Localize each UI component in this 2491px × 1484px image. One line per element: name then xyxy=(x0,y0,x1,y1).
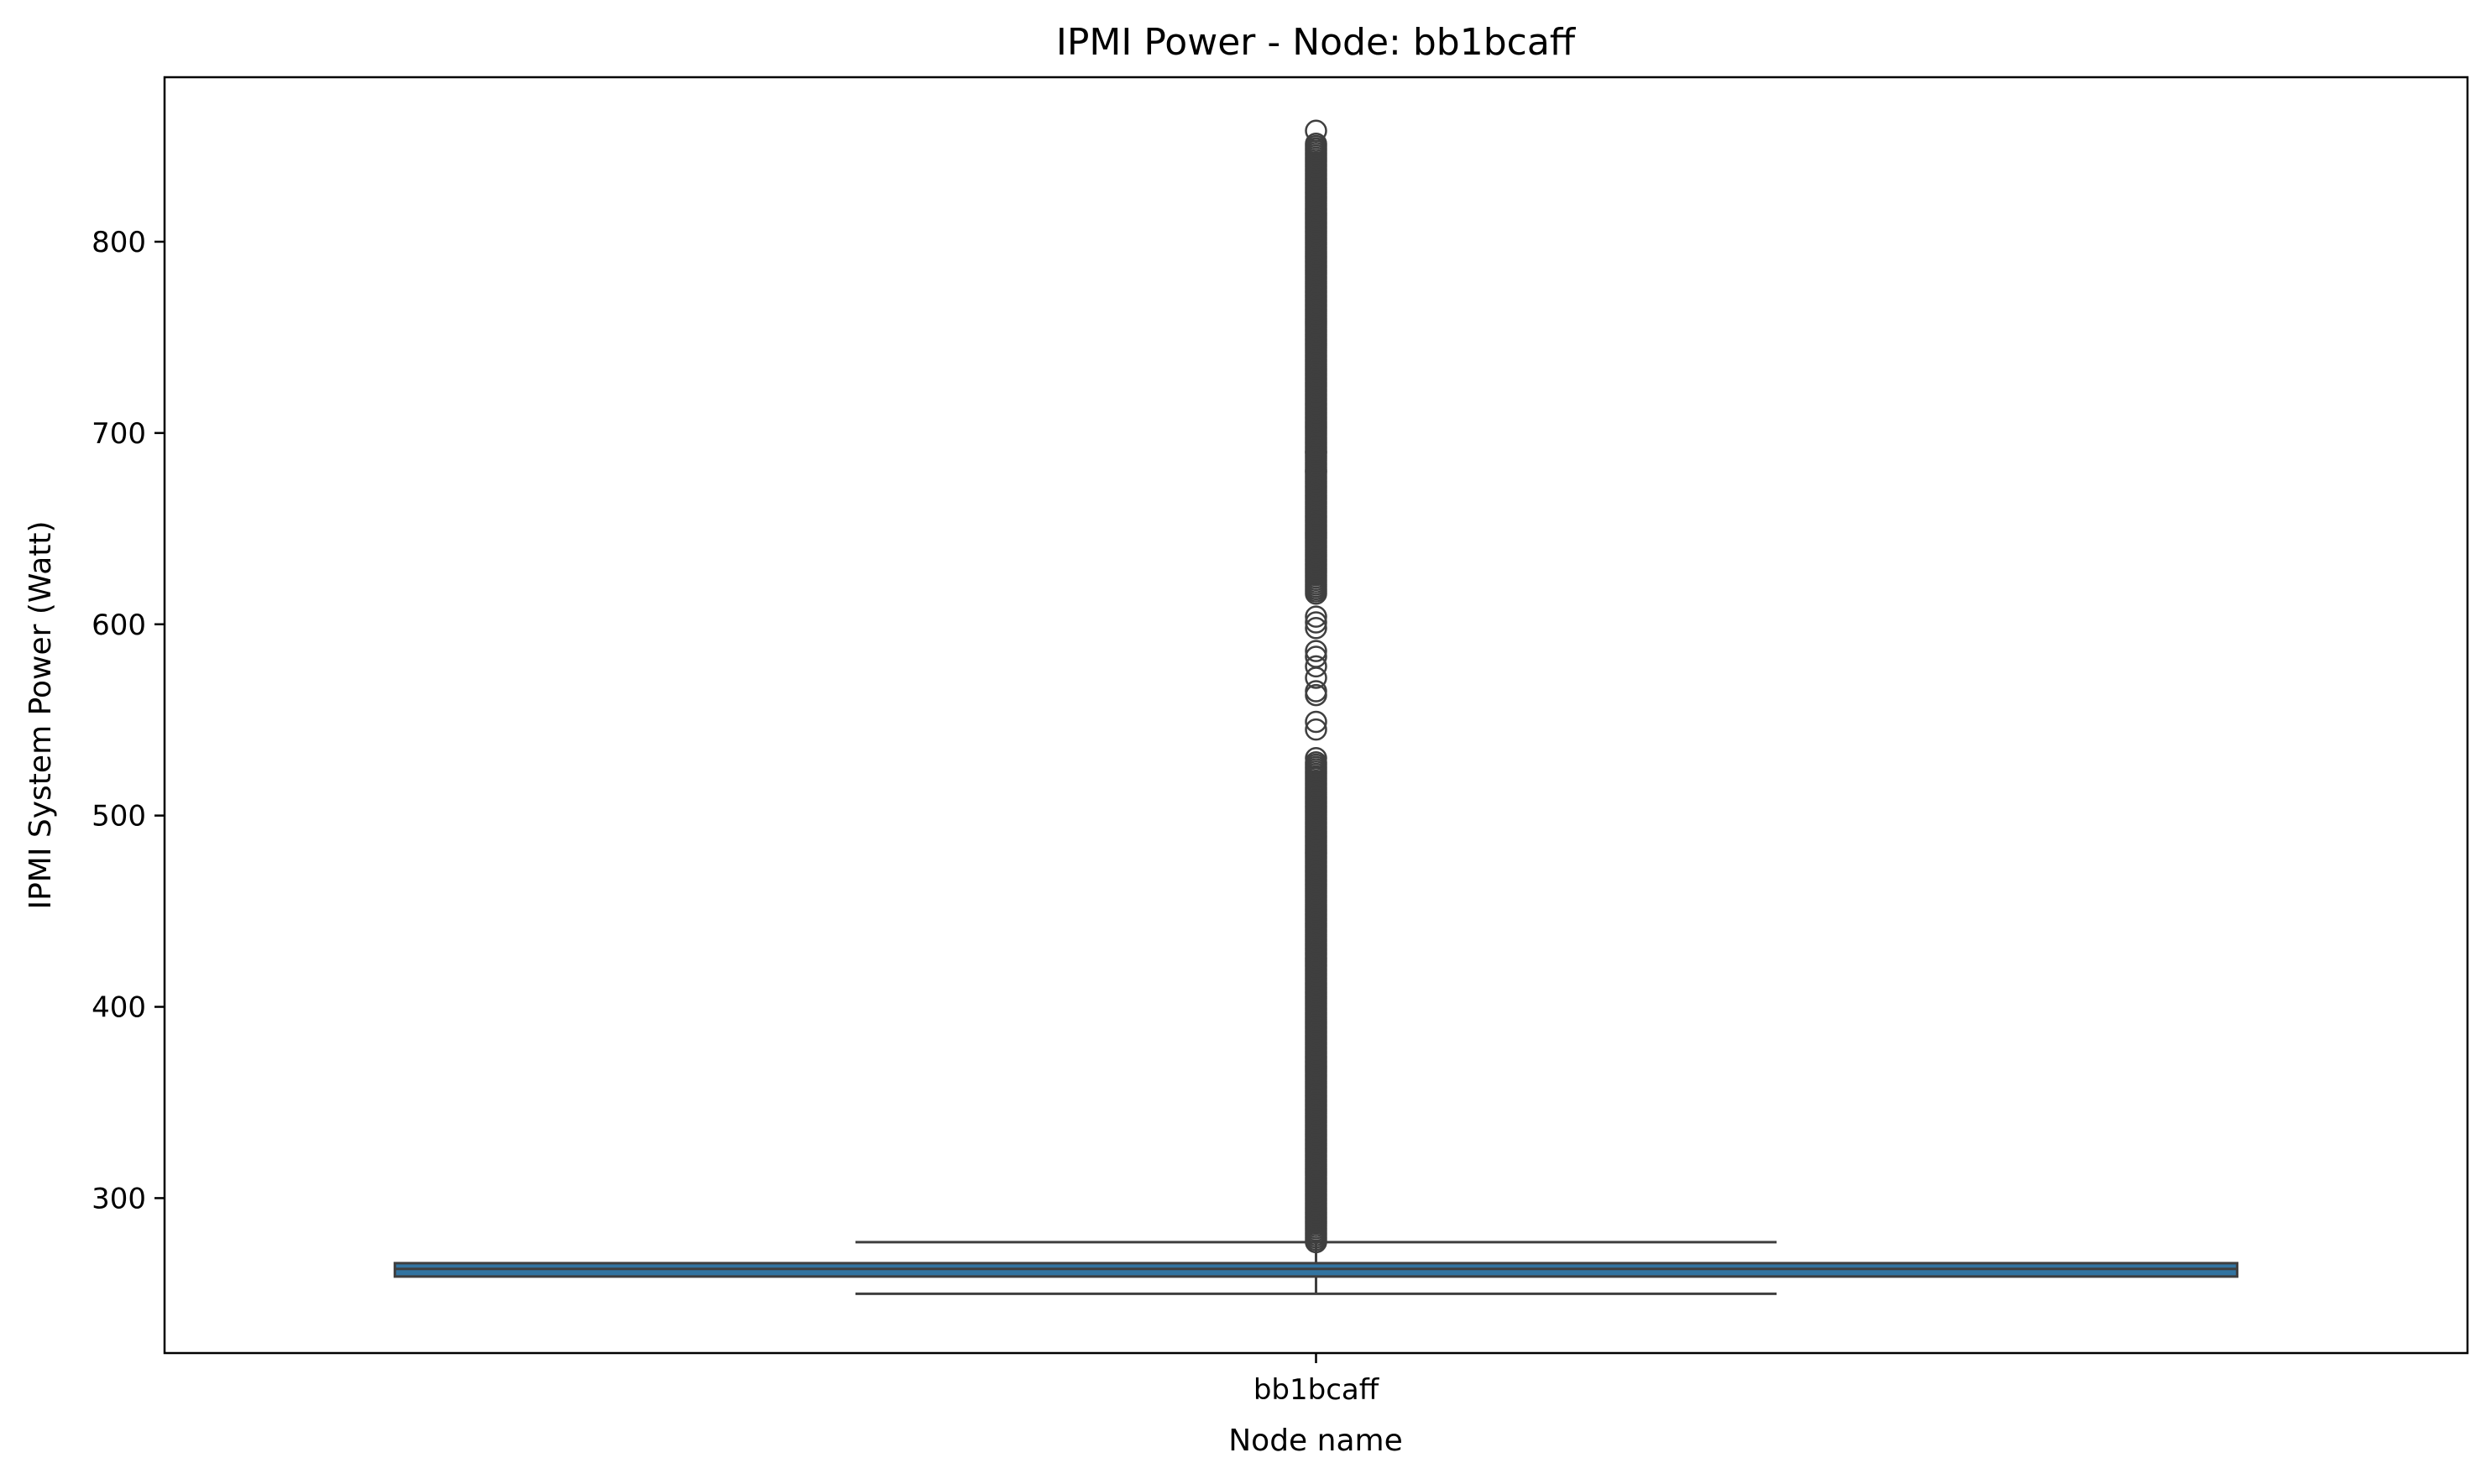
outlier-point xyxy=(1305,119,1327,143)
y-axis-label: IPMI System Power (Watt) xyxy=(24,520,58,909)
y-tick-label: 400 xyxy=(92,991,146,1025)
outlier-point xyxy=(1305,655,1327,678)
outlier-point xyxy=(1305,441,1327,463)
outlier-point xyxy=(1305,680,1327,703)
outlier-point xyxy=(1305,718,1327,741)
outlier-point xyxy=(1305,133,1327,155)
x-axis: bb1bcaff xyxy=(1253,1353,1380,1407)
y-tick-label: 700 xyxy=(92,417,146,451)
y-axis: 300 400 500 600 700 800 xyxy=(92,226,165,1215)
x-axis-label: Node name xyxy=(1228,1424,1403,1458)
y-tick-label: 800 xyxy=(92,226,146,259)
outlier-points xyxy=(1305,119,1327,1254)
outlier-point xyxy=(1305,617,1327,640)
outlier-point xyxy=(1305,645,1327,668)
y-tick-label: 600 xyxy=(92,609,146,642)
outlier-point xyxy=(1305,747,1327,770)
y-tick-label: 300 xyxy=(92,1182,146,1215)
chart-title: IPMI Power - Node: bb1bcaff xyxy=(1056,21,1577,64)
x-tick-label: bb1bcaff xyxy=(1253,1373,1380,1407)
outlier-point xyxy=(1305,605,1327,628)
outlier-point xyxy=(1305,640,1327,662)
outlier-point xyxy=(1305,611,1327,634)
outlier-point xyxy=(1305,710,1327,734)
y-tick-label: 500 xyxy=(92,800,146,833)
